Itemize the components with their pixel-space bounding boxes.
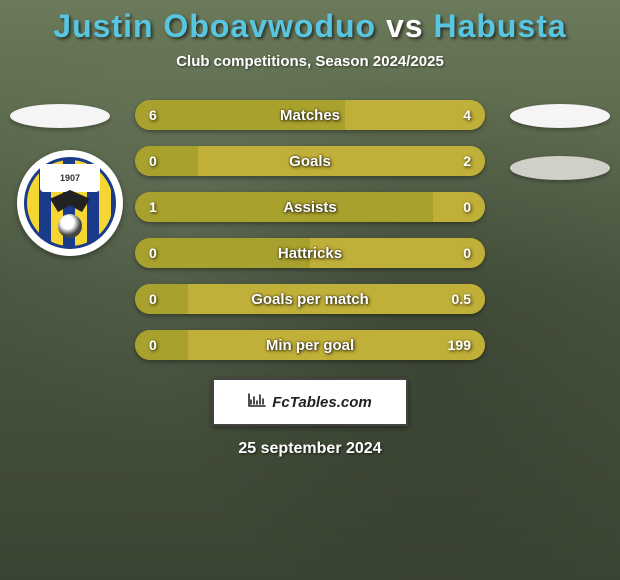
title-player2: Habusta [433,8,566,44]
stat-bar-fill-right [310,238,485,268]
stat-bar-track [135,238,485,268]
stat-bar-fill-right [188,330,486,360]
stat-row: Min per goal0199 [135,330,485,360]
club-badge-ball-icon [58,214,82,238]
stat-bar-fill-right [198,146,485,176]
player2-placeholder-oval-2 [510,156,610,180]
stat-row: Goals02 [135,146,485,176]
stat-row: Matches64 [135,100,485,130]
stat-bars-container: Matches64 Goals02 Assists10 Hattricks00 Goal… [135,100,485,360]
comparison-content: 1907 Matches64 Goals02 Assists10 Hattricks0… [0,100,620,458]
source-badge[interactable]: FcTables.com [212,378,408,426]
player2-placeholder-oval [510,104,610,128]
title-vs: vs [386,8,424,44]
club-badge-inner: 1907 [24,157,116,249]
stat-bar-fill-right [345,100,485,130]
stat-bar-fill-left [135,238,310,268]
stat-row: Hattricks00 [135,238,485,268]
stat-bar-track [135,330,485,360]
stat-bar-track [135,146,485,176]
stat-bar-track [135,100,485,130]
date-label: 25 september 2024 [0,440,620,458]
stat-row: Goals per match00.5 [135,284,485,314]
source-brand: FcTables.com [272,394,371,411]
stat-bar-fill-right [433,192,486,222]
stat-bar-fill-left [135,284,188,314]
club-badge-year: 1907 [40,164,100,192]
stat-bar-fill-right [188,284,486,314]
club-badge: 1907 [17,150,123,256]
subtitle: Club competitions, Season 2024/2025 [0,53,620,70]
player1-placeholder-oval [10,104,110,128]
stat-bar-fill-left [135,192,433,222]
stat-bar-track [135,192,485,222]
chart-icon [248,393,266,411]
stat-bar-track [135,284,485,314]
stat-bar-fill-left [135,100,345,130]
title-player1: Justin Oboavwoduo [53,8,376,44]
club-badge-eagle-icon [50,190,90,212]
page-title: Justin Oboavwoduo vs Habusta [0,0,620,45]
stat-bar-fill-left [135,330,188,360]
stat-bar-fill-left [135,146,198,176]
stat-row: Assists10 [135,192,485,222]
